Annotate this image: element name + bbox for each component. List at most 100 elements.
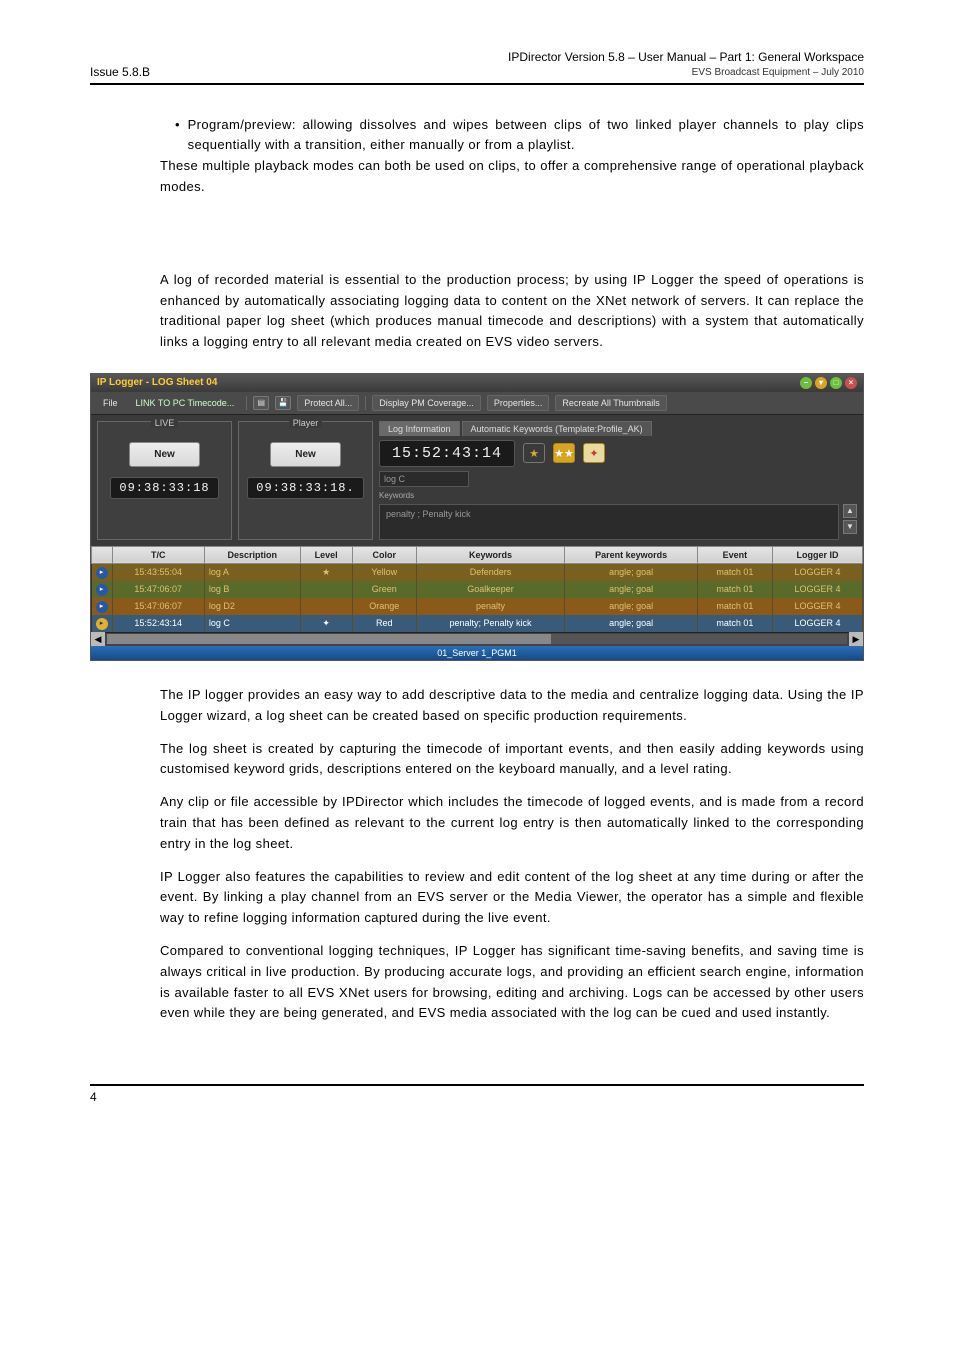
live-timecode: 09:38:33:18 (110, 477, 218, 499)
scroll-left-icon[interactable]: ◀ (91, 632, 105, 646)
player-timecode: 09:38:33:18. (247, 477, 363, 499)
cell-keywords: Goalkeeper (416, 581, 565, 598)
cell-color: Orange (352, 598, 416, 615)
cell-tc: 15:43:55:04 (112, 563, 204, 581)
paragraph: The IP logger provides an easy way to ad… (160, 685, 864, 727)
paragraph: These multiple playback modes can both b… (160, 156, 864, 198)
maximize-icon[interactable]: □ (830, 377, 842, 389)
save-icon[interactable]: 💾 (275, 396, 291, 410)
close-icon[interactable]: × (845, 377, 857, 389)
cell-keywords: penalty; Penalty kick (416, 615, 565, 632)
paragraph: Any clip or file accessible by IPDirecto… (160, 792, 864, 854)
col-parent[interactable]: Parent keywords (565, 546, 697, 563)
cell-event: match 01 (697, 615, 772, 632)
play-row-icon[interactable]: ▸ (96, 618, 108, 630)
cell-keywords: penalty (416, 598, 565, 615)
col-color[interactable]: Color (352, 546, 416, 563)
cell-logger: LOGGER 4 (773, 581, 863, 598)
player-new-button[interactable]: New (270, 442, 341, 467)
main-timecode: 15:52:43:14 (379, 440, 515, 467)
tab-log-information[interactable]: Log Information (379, 421, 460, 436)
star-2-icon[interactable]: ★★ (553, 443, 575, 463)
col-desc[interactable]: Description (204, 546, 300, 563)
cell-level (300, 581, 352, 598)
log-table: T/C Description Level Color Keywords Par… (91, 546, 863, 632)
h-scrollbar[interactable]: ◀ ▶ (91, 632, 863, 646)
paragraph: The log sheet is created by capturing th… (160, 739, 864, 781)
keywords-label: Keywords (379, 491, 857, 500)
cell-desc: log B (204, 581, 300, 598)
player-label: Player (289, 418, 323, 428)
scroll-right-icon[interactable]: ▶ (849, 632, 863, 646)
file-menu[interactable]: File (97, 396, 124, 410)
table-row[interactable]: ▸ 15:43:55:04log A★YellowDefendersangle; … (92, 563, 863, 581)
col-play[interactable] (92, 546, 113, 563)
recreate-thumbnails-button[interactable]: Recreate All Thumbnails (555, 395, 666, 411)
cell-event: match 01 (697, 563, 772, 581)
bullet-icon: • (175, 115, 180, 157)
collapse-icon[interactable]: ▾ (815, 377, 827, 389)
col-logger[interactable]: Logger ID (773, 546, 863, 563)
page-header: Issue 5.8.B IPDirector Version 5.8 – Use… (90, 50, 864, 85)
properties-button[interactable]: Properties... (487, 395, 550, 411)
cell-color: Yellow (352, 563, 416, 581)
play-row-icon[interactable]: ▸ (96, 601, 108, 613)
paragraph: IP Logger also features the capabilities… (160, 867, 864, 929)
cell-color: Green (352, 581, 416, 598)
player-panel: Player New 09:38:33:18. (238, 421, 373, 540)
live-panel: LIVE New 09:38:33:18 (97, 421, 232, 540)
manual-title: IPDirector Version 5.8 – User Manual – P… (508, 50, 864, 66)
cell-keywords: Defenders (416, 563, 565, 581)
table-row[interactable]: ▸ 15:47:06:07log D2 Orangepenaltyangle; go… (92, 598, 863, 615)
cell-parent: angle; goal (565, 563, 697, 581)
col-tc[interactable]: T/C (112, 546, 204, 563)
cell-tc: 15:47:06:07 (112, 581, 204, 598)
cell-parent: angle; goal (565, 581, 697, 598)
tab-auto-keywords[interactable]: Automatic Keywords (Template:Profile_AK) (462, 421, 652, 436)
cell-event: match 01 (697, 581, 772, 598)
live-label: LIVE (151, 418, 179, 428)
protect-button[interactable]: Protect All... (297, 395, 359, 411)
window-controls[interactable]: – ▾ □ × (800, 377, 857, 389)
link-tc-button[interactable]: LINK TO PC Timecode... (130, 396, 241, 410)
play-row-icon[interactable]: ▸ (96, 584, 108, 596)
paragraph: Compared to conventional logging techniq… (160, 941, 864, 1024)
cell-desc: log C (204, 615, 300, 632)
tool-icon[interactable]: ▤ (253, 396, 269, 410)
logc-field[interactable]: log C (379, 471, 469, 487)
page-footer: 4 (90, 1084, 864, 1104)
col-event[interactable]: Event (697, 546, 772, 563)
cell-parent: angle; goal (565, 598, 697, 615)
col-level[interactable]: Level (300, 546, 352, 563)
toolbar: File LINK TO PC Timecode... ▤ 💾 Protect … (91, 392, 863, 415)
cell-desc: log A (204, 563, 300, 581)
display-coverage-button[interactable]: Display PM Coverage... (372, 395, 481, 411)
bullet-text: Program/preview: allowing dissolves and … (188, 115, 864, 157)
log-info-panel: Log Information Automatic Keywords (Temp… (379, 421, 857, 540)
play-row-icon[interactable]: ▸ (96, 567, 108, 579)
cell-level: ✦ (300, 615, 352, 632)
cell-color: Red (352, 615, 416, 632)
iplogger-window: IP Logger - LOG Sheet 04 – ▾ □ × File LI… (90, 373, 864, 661)
issue-label: Issue 5.8.B (90, 65, 150, 79)
cell-tc: 15:47:06:07 (112, 598, 204, 615)
scroll-down-icon[interactable]: ▼ (843, 520, 857, 534)
table-row[interactable]: ▸15:52:43:14log C✦Redpenalty; Penalty ki… (92, 615, 863, 632)
status-bar: 01_Server 1_PGM1 (91, 646, 863, 660)
cell-level (300, 598, 352, 615)
table-row[interactable]: ▸ 15:47:06:07log B GreenGoalkeeperangle; g… (92, 581, 863, 598)
star-special-icon[interactable]: ✦ (583, 443, 605, 463)
cell-parent: angle; goal (565, 615, 697, 632)
star-1-icon[interactable]: ★ (523, 443, 545, 463)
cell-desc: log D2 (204, 598, 300, 615)
cell-level: ★ (300, 563, 352, 581)
manual-sub: EVS Broadcast Equipment – July 2010 (508, 66, 864, 79)
minimize-icon[interactable]: – (800, 377, 812, 389)
live-new-button[interactable]: New (129, 442, 200, 467)
cell-logger: LOGGER 4 (773, 563, 863, 581)
scroll-up-icon[interactable]: ▲ (843, 504, 857, 518)
page-number: 4 (90, 1090, 97, 1104)
keywords-field[interactable]: penalty ; Penalty kick (379, 504, 839, 540)
cell-logger: LOGGER 4 (773, 615, 863, 632)
col-keywords[interactable]: Keywords (416, 546, 565, 563)
